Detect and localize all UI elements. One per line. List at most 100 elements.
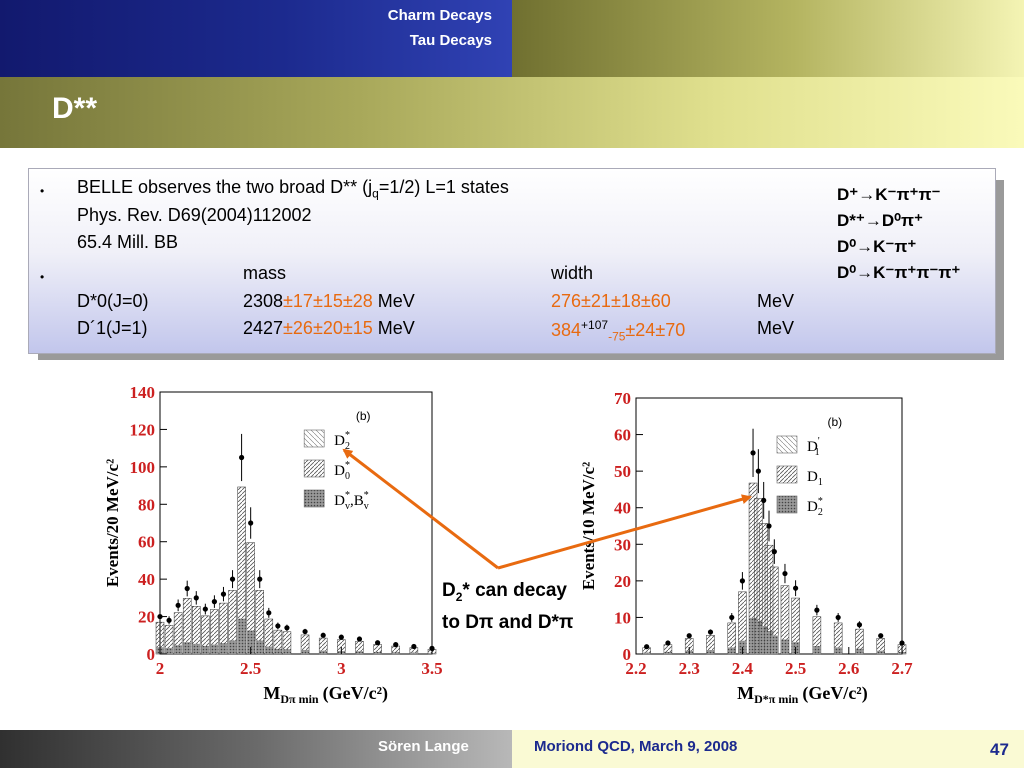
data-point bbox=[755, 468, 761, 474]
x-axis-label-sub: Dπ min bbox=[280, 692, 319, 706]
data-point bbox=[878, 633, 884, 639]
x-axis-label-unit: (GeV/c²) bbox=[802, 683, 867, 704]
background-bar bbox=[749, 617, 758, 654]
line1-text: BELLE observes the two broad D** (j bbox=[77, 177, 373, 197]
legend-sub: v bbox=[345, 501, 350, 512]
width-sup: +107 bbox=[581, 318, 609, 332]
legend-label: D* 0 bbox=[334, 460, 350, 482]
data-point bbox=[211, 599, 217, 605]
mass-header: mass bbox=[243, 263, 287, 283]
data-point bbox=[739, 578, 745, 584]
mass-d1: 2427±26±20±15 MeV bbox=[243, 318, 415, 339]
belle-observation: BELLE observes the two broad D** (jq=1/2… bbox=[77, 177, 509, 201]
background-bar bbox=[876, 650, 885, 654]
width-unit-d0: MeV bbox=[757, 291, 795, 311]
infobox bbox=[28, 168, 996, 354]
legend-sup: * bbox=[345, 460, 350, 471]
y-axis-label: Events/20 MeV/c² bbox=[103, 459, 122, 587]
legend-label: D* 2 bbox=[334, 430, 350, 452]
background-bar bbox=[706, 650, 715, 654]
background-bar bbox=[201, 645, 210, 654]
mass-central: 2427 bbox=[243, 318, 284, 338]
background-bar bbox=[192, 643, 201, 654]
background-bar bbox=[255, 640, 264, 654]
data-point bbox=[356, 636, 363, 642]
data-point bbox=[220, 591, 227, 597]
data-point bbox=[761, 497, 767, 503]
y-tick-label: 40 bbox=[614, 499, 631, 518]
legend-sub: 1 bbox=[818, 477, 823, 488]
background-bar bbox=[273, 648, 282, 654]
x-tick-label: 2 bbox=[156, 659, 165, 678]
plot-dstar-pi: 2.2 2.3 2.4 2.5 2.6 2.7 0 10 20 30 40 50 60 70 Events/… bbox=[568, 378, 918, 714]
legend-extra-sub: v bbox=[364, 501, 369, 512]
arrow-right bbox=[497, 494, 752, 570]
y-tick-label: 120 bbox=[130, 420, 156, 439]
background-bar bbox=[409, 652, 418, 654]
x-axis-label: MD*π min (GeV/c²) bbox=[737, 683, 868, 706]
legend-label: D* 2 bbox=[807, 496, 823, 518]
data-point bbox=[707, 629, 714, 635]
state-d0: D*0(J=0) bbox=[77, 291, 149, 311]
y-tick-label: 0 bbox=[147, 645, 156, 664]
annotation-text: D2* can decay to Dπ and D*π bbox=[442, 578, 573, 636]
data-point bbox=[175, 602, 181, 608]
x-tick-label: 2.5 bbox=[240, 659, 261, 678]
plot-dstar-pi-svg: 2.2 2.3 2.4 2.5 2.6 2.7 0 10 20 30 40 50 60 70 Events/… bbox=[579, 389, 913, 706]
annotation-line2: to Dπ and D*π bbox=[442, 611, 574, 633]
width-sub: -75 bbox=[608, 329, 626, 344]
data-point bbox=[239, 454, 245, 461]
state-d1: D´1(J=1) bbox=[77, 318, 148, 338]
y-tick-label: 60 bbox=[138, 533, 155, 552]
data-point bbox=[302, 628, 308, 635]
background-bar bbox=[834, 647, 843, 654]
x-axis-label-main: M bbox=[737, 683, 754, 703]
y-tick-label: 20 bbox=[614, 572, 631, 591]
y-tick-label: 0 bbox=[623, 645, 632, 664]
legend-sup: * bbox=[818, 496, 823, 507]
data-point bbox=[771, 549, 777, 555]
legend-swatch bbox=[776, 495, 798, 514]
plot-frame bbox=[159, 391, 433, 655]
data-point bbox=[202, 606, 208, 612]
x-tick-label: 2.6 bbox=[838, 659, 859, 678]
event-count: 65.4 Mill. BB bbox=[77, 232, 179, 252]
legend-main: D bbox=[334, 463, 345, 479]
data-point bbox=[393, 642, 399, 648]
background-bar bbox=[855, 648, 864, 654]
legend-extra: ,B bbox=[350, 493, 364, 509]
data-point bbox=[166, 617, 172, 623]
legend-swatch bbox=[776, 465, 798, 484]
arrow-left bbox=[342, 448, 499, 570]
background-bar bbox=[282, 649, 291, 654]
mass-central: 2308 bbox=[243, 291, 284, 311]
background-bar bbox=[228, 640, 237, 654]
header-left-band bbox=[0, 0, 512, 77]
background-bar bbox=[727, 647, 736, 654]
y-tick-label: 80 bbox=[138, 495, 155, 514]
legend-label: D* v,B* v bbox=[334, 490, 369, 512]
data-point bbox=[835, 614, 841, 621]
x-tick-label: 3.5 bbox=[421, 659, 442, 678]
width-errors: ±24±70 bbox=[625, 320, 686, 340]
data-point bbox=[729, 614, 735, 621]
legend-swatch bbox=[776, 435, 798, 454]
x-tick-label: 2.5 bbox=[785, 659, 806, 678]
x-tick-label: 2.2 bbox=[625, 659, 646, 678]
line1-subscript: q bbox=[372, 186, 379, 201]
background-bar bbox=[770, 635, 779, 654]
panel-label: (b) bbox=[356, 409, 371, 423]
data-point bbox=[644, 644, 650, 650]
data-point bbox=[257, 576, 263, 582]
data-point bbox=[284, 625, 290, 631]
width-d0: 276±21±18±60 bbox=[551, 291, 671, 312]
background-bar bbox=[642, 652, 651, 654]
width-unit-d1: MeV bbox=[757, 318, 795, 338]
decay-modes-list: D⁺→K⁻π⁺π⁻ D*⁺→D⁰π⁺ D⁰→K⁻π⁺ D⁰→K⁻π⁺π⁻π⁺ bbox=[837, 182, 960, 286]
nav-link-tau-decays[interactable]: Tau Decays bbox=[409, 32, 492, 49]
mass-unit: MeV bbox=[377, 291, 415, 311]
data-point bbox=[686, 633, 692, 639]
header-right-band bbox=[512, 0, 1024, 77]
data-point bbox=[793, 585, 799, 591]
nav-link-charm-decays[interactable]: Charm Decays bbox=[387, 7, 492, 24]
